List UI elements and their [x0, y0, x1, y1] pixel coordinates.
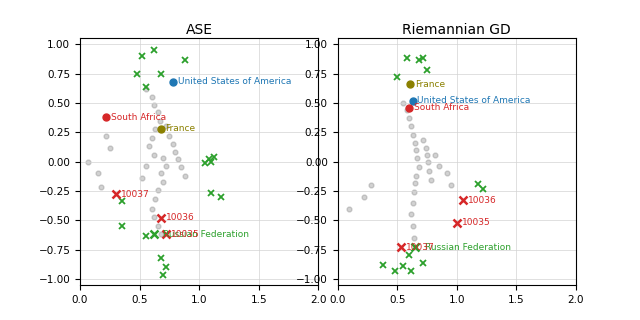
Text: 10035: 10035	[171, 230, 200, 239]
Text: France: France	[164, 124, 195, 133]
Text: South Africa: South Africa	[111, 113, 166, 122]
Text: Russian Federation: Russian Federation	[163, 230, 250, 239]
Text: 10037: 10037	[406, 243, 435, 252]
Text: 10036: 10036	[467, 196, 496, 205]
Text: France: France	[415, 80, 445, 89]
Title: ASE: ASE	[186, 23, 212, 37]
Title: Riemannian GD: Riemannian GD	[403, 23, 511, 37]
Text: 10035: 10035	[461, 218, 490, 227]
Text: 10036: 10036	[166, 213, 195, 222]
Text: United States of America: United States of America	[417, 96, 531, 105]
Text: United States of America: United States of America	[178, 77, 291, 86]
Text: South Africa: South Africa	[414, 103, 469, 112]
Text: 10037: 10037	[120, 190, 149, 199]
Text: Russian Federation: Russian Federation	[424, 243, 511, 252]
